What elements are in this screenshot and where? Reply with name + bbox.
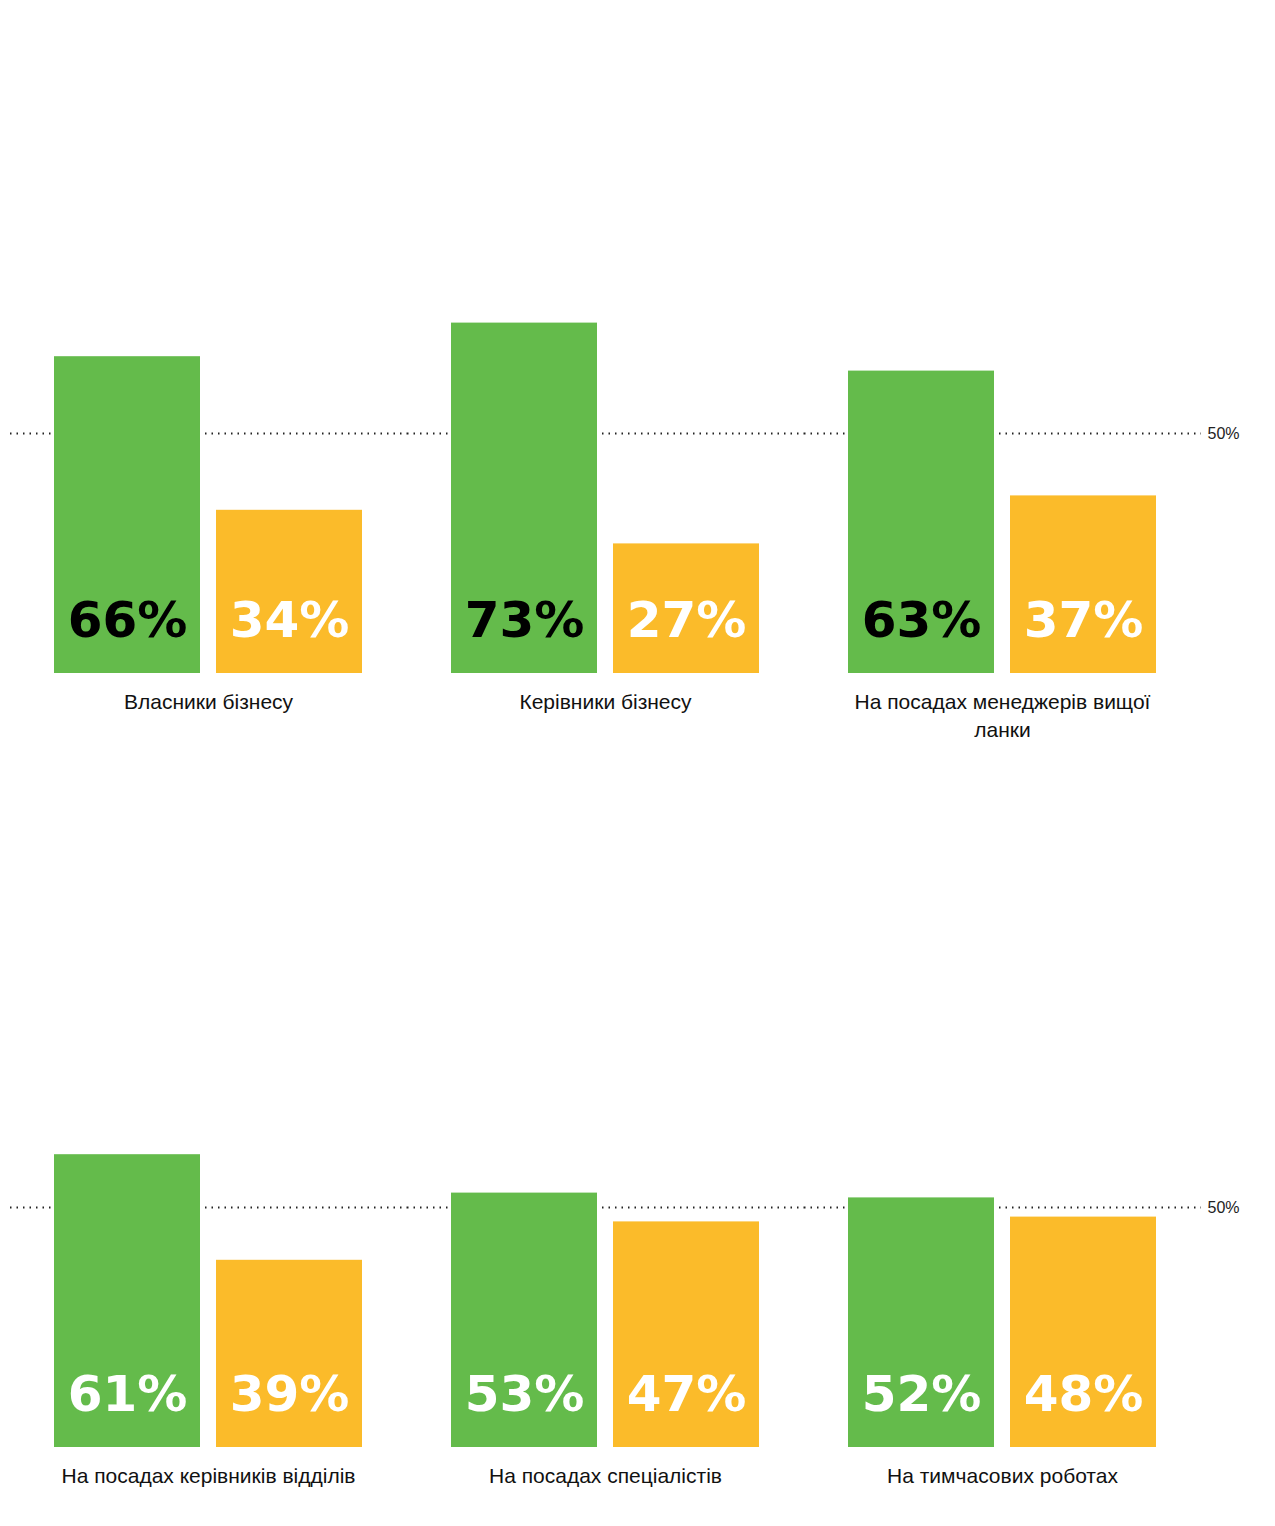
svg-text:48%: 48%: [1024, 1365, 1144, 1423]
svg-text:27%: 27%: [627, 591, 747, 649]
html-text:На посадах керівників відділів: На посадах керівників відділів: [61, 1464, 356, 1487]
svg-text:37%: 37%: [1024, 591, 1144, 649]
svg-text:66%: 66%: [68, 591, 188, 649]
svg-text:34%: 34%: [230, 591, 350, 649]
svg-text:53%: 53%: [465, 1365, 585, 1423]
html-text:На посадах менеджерів вищої ла: На посадах менеджерів вищої ланки: [854, 690, 1151, 741]
html-text:На тимчасових роботах: На тимчасових роботах: [887, 1464, 1118, 1487]
svg-text:52%: 52%: [862, 1365, 982, 1423]
svg-text:63%: 63%: [862, 591, 982, 649]
svg-text:47%: 47%: [627, 1365, 747, 1423]
svg-text:50%: 50%: [1208, 1199, 1240, 1216]
html-text:На посадах спеціалістів: На посадах спеціалістів: [489, 1464, 722, 1487]
svg-text:50%: 50%: [1208, 425, 1240, 442]
svg-text:61%: 61%: [68, 1365, 188, 1423]
svg-text:73%: 73%: [465, 591, 585, 649]
html-text:Власники бізнесу: Власники бізнесу: [123, 690, 294, 713]
html-text:Керівники бізнесу: Керівники бізнесу: [519, 690, 692, 713]
svg-text:39%: 39%: [230, 1365, 350, 1423]
